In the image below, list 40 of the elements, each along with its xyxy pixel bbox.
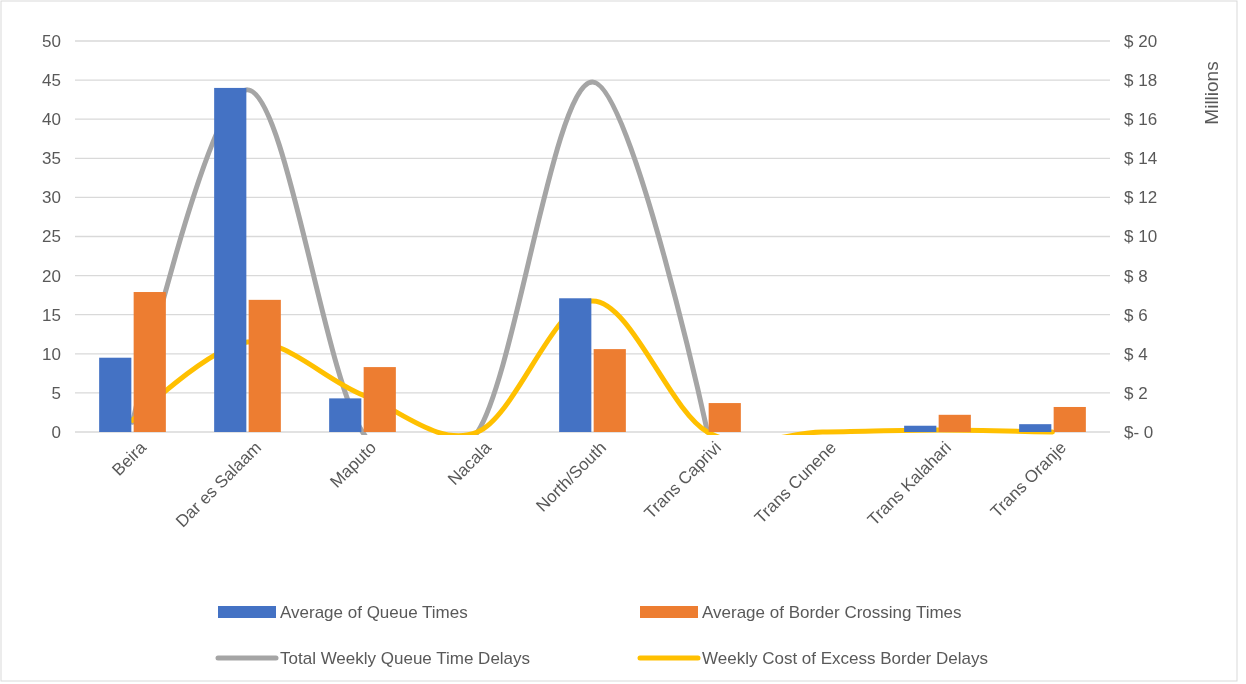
bar (1053, 406, 1086, 432)
legend-label: Average of Queue Times (280, 603, 468, 622)
y2-tick-label: $ 4 (1124, 344, 1148, 364)
bar (363, 367, 396, 432)
y2-tick-label: $- 0 (1124, 422, 1154, 442)
bar (133, 292, 166, 432)
y2-axis-title: Millions (1201, 61, 1222, 125)
y-tick-label: 0 (51, 422, 61, 442)
y2-tick-label: $ 2 (1124, 383, 1148, 403)
y-tick-label: 35 (42, 149, 61, 169)
legend-label: Weekly Cost of Excess Border Delays (702, 649, 988, 668)
y2-tick-label: $ 6 (1124, 305, 1148, 325)
bar (99, 357, 132, 432)
y2-tick-label: $ 10 (1124, 227, 1158, 247)
bar (904, 425, 937, 432)
bar (708, 403, 741, 432)
y2-tick-label: $ 20 (1124, 31, 1158, 51)
bar (214, 87, 247, 432)
bar (559, 298, 592, 432)
y2-tick-label: $ 12 (1124, 188, 1158, 208)
y-tick-label: 50 (42, 31, 61, 51)
y-tick-label: 20 (42, 266, 61, 286)
bar (593, 349, 626, 432)
y-tick-label: 5 (51, 383, 61, 403)
y2-tick-label: $ 14 (1124, 149, 1158, 169)
bar (329, 398, 362, 432)
bar (938, 414, 971, 432)
legend-label: Average of Border Crossing Times (702, 603, 962, 622)
legend-label: Total Weekly Queue Time Delays (280, 649, 531, 668)
y2-tick-label: $ 18 (1124, 71, 1158, 91)
y-tick-label: 40 (42, 110, 61, 130)
bar (1019, 424, 1052, 432)
y-tick-label: 25 (42, 227, 61, 247)
y-tick-label: 15 (42, 305, 61, 325)
bar (248, 299, 281, 432)
y2-tick-label: $ 16 (1124, 110, 1158, 130)
y-tick-label: 10 (42, 344, 61, 364)
y2-tick-label: $ 8 (1124, 266, 1148, 286)
y-tick-label: 45 (42, 71, 61, 91)
y-tick-label: 30 (42, 188, 61, 208)
